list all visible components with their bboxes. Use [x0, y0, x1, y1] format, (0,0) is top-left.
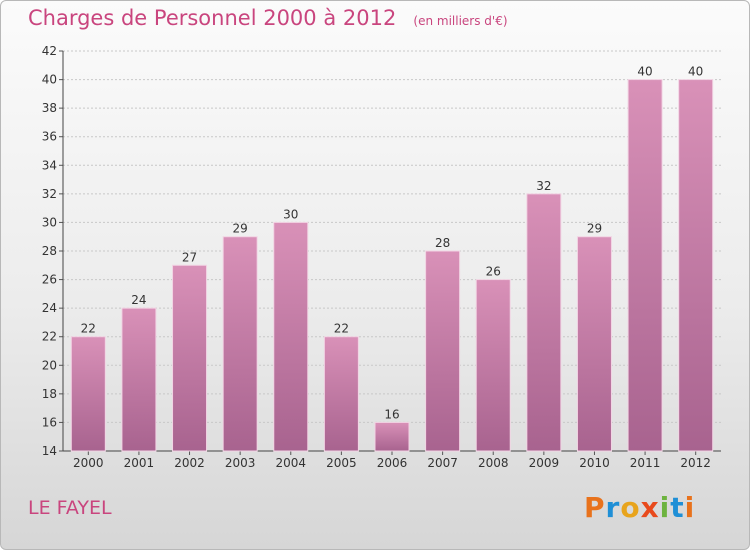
- bar: [425, 250, 461, 452]
- y-tick-label: 18: [42, 387, 57, 401]
- x-tick-label: 2010: [579, 456, 610, 470]
- bar: [678, 79, 714, 452]
- x-tick-label: 2005: [326, 456, 357, 470]
- grid-lines: [63, 50, 721, 452]
- data-label: 28: [435, 236, 450, 250]
- bar: [222, 236, 258, 452]
- logo-letter: o: [620, 491, 641, 524]
- bar: [172, 264, 208, 452]
- y-tick-label: 24: [42, 301, 57, 315]
- bar: [374, 421, 410, 452]
- y-tick-label: 38: [42, 101, 57, 115]
- bar: [273, 221, 309, 452]
- y-tick-label: 32: [42, 187, 57, 201]
- x-tick-label: 2000: [73, 456, 104, 470]
- title-row: Charges de Personnel 2000 à 2012 (en mil…: [28, 6, 508, 30]
- y-tick-label: 36: [42, 130, 57, 144]
- logo-letter: i: [659, 491, 671, 524]
- x-tick-label: 2002: [174, 456, 205, 470]
- logo-letter: i: [684, 491, 696, 524]
- bar: [475, 279, 511, 452]
- data-labels: 22 24 27 29 30 22 16 28 26 32 29 40 40: [81, 65, 704, 422]
- y-tick-label: 30: [42, 215, 57, 229]
- bar: [526, 193, 562, 452]
- x-tick-label: 2011: [630, 456, 661, 470]
- data-label: 22: [334, 322, 349, 336]
- y-tick-label: 26: [42, 273, 57, 287]
- x-tick-label: 2004: [275, 456, 306, 470]
- x-tick-label: 2009: [529, 456, 560, 470]
- data-label: 32: [536, 179, 551, 193]
- commune-name: LE FAYEL: [28, 497, 112, 519]
- chart-subtitle: (en milliers d'€): [413, 14, 508, 28]
- y-tick-label: 34: [42, 158, 57, 172]
- data-label: 22: [81, 322, 96, 336]
- logo-letter: P: [584, 491, 606, 524]
- data-label: 40: [637, 65, 652, 79]
- data-label: 26: [486, 265, 501, 279]
- bar: [627, 79, 663, 452]
- bars: [70, 79, 714, 452]
- logo-letter: x: [640, 491, 660, 524]
- data-label: 27: [182, 250, 197, 264]
- data-label: 24: [131, 293, 146, 307]
- x-tick-label: 2003: [225, 456, 256, 470]
- proxiti-logo: Proxiti: [584, 491, 695, 524]
- y-tick-label: 22: [42, 330, 57, 344]
- x-tick-label: 2008: [478, 456, 509, 470]
- logo-letter: r: [605, 491, 621, 524]
- logo-letter: t: [670, 491, 685, 524]
- data-label: 29: [587, 222, 602, 236]
- bar: [323, 336, 359, 452]
- x-tick-label: 2006: [377, 456, 408, 470]
- x-tick-label: 2007: [427, 456, 458, 470]
- y-tick-label: 16: [42, 415, 57, 429]
- chart-title: Charges de Personnel 2000 à 2012: [28, 6, 397, 30]
- data-label: 40: [688, 65, 703, 79]
- data-label: 30: [283, 207, 298, 221]
- bar: [70, 336, 106, 452]
- data-label: 29: [233, 222, 248, 236]
- y-tick-label: 42: [42, 44, 57, 58]
- x-tick-label: 2001: [124, 456, 155, 470]
- y-tick-label: 40: [42, 73, 57, 87]
- y-tick-label: 14: [42, 444, 57, 458]
- data-label: 16: [384, 407, 399, 421]
- bar: [576, 236, 612, 452]
- x-tick-label: 2012: [680, 456, 711, 470]
- bar: [121, 307, 157, 452]
- y-tick-label: 28: [42, 244, 57, 258]
- y-tick-label: 20: [42, 358, 57, 372]
